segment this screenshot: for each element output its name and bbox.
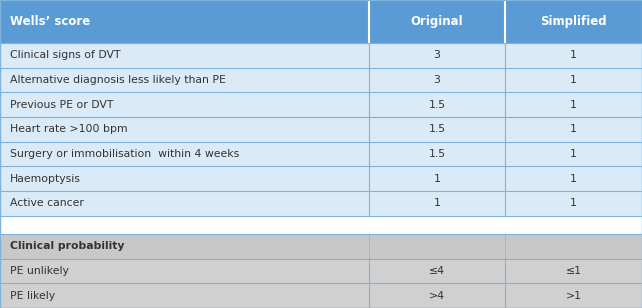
- Text: 1: 1: [433, 198, 440, 208]
- Text: PE likely: PE likely: [10, 291, 55, 301]
- Bar: [505, 0, 642, 43]
- Text: 1.5: 1.5: [428, 124, 446, 134]
- Text: Previous PE or DVT: Previous PE or DVT: [10, 100, 113, 110]
- Text: Clinical signs of DVT: Clinical signs of DVT: [10, 51, 120, 60]
- Bar: [369, 259, 505, 283]
- Text: 1: 1: [570, 51, 577, 60]
- Bar: [505, 283, 642, 308]
- Bar: [369, 92, 505, 117]
- Text: Simplified: Simplified: [541, 15, 607, 28]
- Text: 1: 1: [570, 198, 577, 208]
- Text: 1.5: 1.5: [428, 149, 446, 159]
- Bar: [0, 0, 369, 43]
- Bar: [0, 234, 369, 259]
- Text: Haemoptysis: Haemoptysis: [10, 174, 80, 184]
- Bar: [505, 117, 642, 142]
- Text: Wells’ score: Wells’ score: [10, 15, 90, 28]
- Text: >4: >4: [429, 291, 445, 301]
- Bar: [369, 117, 505, 142]
- Text: ≤1: ≤1: [566, 266, 582, 276]
- Text: Heart rate >100 bpm: Heart rate >100 bpm: [10, 124, 127, 134]
- Bar: [0, 216, 642, 234]
- Bar: [369, 283, 505, 308]
- Text: ≤4: ≤4: [429, 266, 445, 276]
- Text: 1: 1: [570, 124, 577, 134]
- Bar: [0, 68, 369, 92]
- Text: 1: 1: [570, 75, 577, 85]
- Bar: [369, 142, 505, 166]
- Text: Original: Original: [411, 15, 463, 28]
- Bar: [505, 259, 642, 283]
- Bar: [0, 92, 369, 117]
- Bar: [505, 142, 642, 166]
- Bar: [0, 283, 369, 308]
- Bar: [505, 43, 642, 68]
- Text: 1: 1: [570, 174, 577, 184]
- Bar: [0, 117, 369, 142]
- Text: Surgery or immobilisation  within 4 weeks: Surgery or immobilisation within 4 weeks: [10, 149, 239, 159]
- Text: Active cancer: Active cancer: [10, 198, 83, 208]
- Bar: [369, 68, 505, 92]
- Bar: [505, 92, 642, 117]
- Bar: [0, 142, 369, 166]
- Text: PE unlikely: PE unlikely: [10, 266, 69, 276]
- Bar: [369, 234, 505, 259]
- Text: 1: 1: [570, 149, 577, 159]
- Bar: [0, 166, 369, 191]
- Text: 3: 3: [433, 75, 440, 85]
- Bar: [0, 191, 369, 216]
- Text: Clinical probability: Clinical probability: [10, 241, 124, 251]
- Text: 1.5: 1.5: [428, 100, 446, 110]
- Bar: [505, 166, 642, 191]
- Bar: [505, 191, 642, 216]
- Bar: [369, 166, 505, 191]
- Text: 1: 1: [570, 100, 577, 110]
- Bar: [505, 234, 642, 259]
- Bar: [369, 43, 505, 68]
- Text: 3: 3: [433, 51, 440, 60]
- Bar: [369, 0, 505, 43]
- Bar: [369, 191, 505, 216]
- Bar: [505, 68, 642, 92]
- Text: >1: >1: [566, 291, 582, 301]
- Text: Alternative diagnosis less likely than PE: Alternative diagnosis less likely than P…: [10, 75, 225, 85]
- Bar: [0, 43, 369, 68]
- Bar: [0, 259, 369, 283]
- Text: 1: 1: [433, 174, 440, 184]
